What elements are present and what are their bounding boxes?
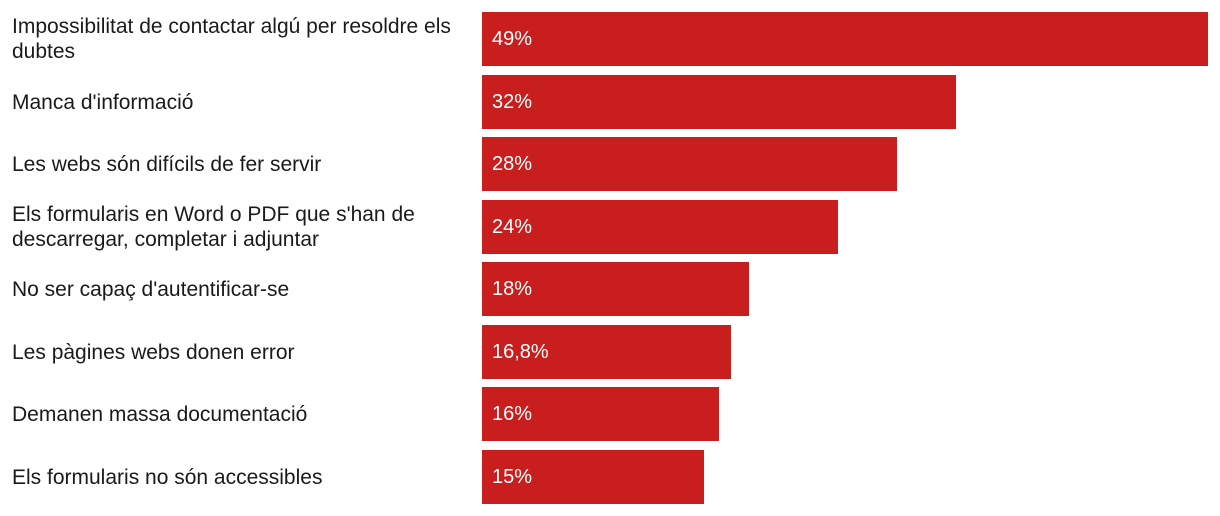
category-label: Les pàgines webs donen error <box>12 340 295 364</box>
category-label: Demanen massa documentació <box>12 402 308 426</box>
data-label: 16% <box>492 402 533 425</box>
category-label: Els formularis no són accessibles <box>12 465 323 489</box>
bar: 32% <box>482 75 956 129</box>
bar: 15% <box>482 450 704 504</box>
chart-row: Impossibilitat de contactar algú per res… <box>0 12 1220 66</box>
category-label: Els formularis en Word o PDF que s'han d… <box>12 203 415 251</box>
data-label: 16,8% <box>492 340 549 363</box>
category-label: Les webs són difícils de fer servir <box>12 152 322 176</box>
bar: 24% <box>482 200 838 254</box>
data-label: 28% <box>492 152 533 175</box>
data-label: 15% <box>492 465 533 488</box>
chart-row: Les webs són difícils de fer servir 28% <box>0 137 1220 191</box>
chart-row: Demanen massa documentació 16% <box>0 387 1220 441</box>
data-label: 18% <box>492 277 533 300</box>
bar: 16% <box>482 387 719 441</box>
bar: 28% <box>482 137 897 191</box>
data-label: 32% <box>492 90 533 113</box>
bar: 16,8% <box>482 325 731 379</box>
data-label: 49% <box>492 27 533 50</box>
chart-row: Els formularis en Word o PDF que s'han d… <box>0 200 1220 254</box>
chart-row: Les pàgines webs donen error 16,8% <box>0 325 1220 379</box>
category-label: Impossibilitat de contactar algú per res… <box>12 15 451 63</box>
category-label: No ser capaç d'autentificar-se <box>12 277 290 301</box>
bar: 18% <box>482 262 749 316</box>
chart-row: Manca d'informació 32% <box>0 75 1220 129</box>
data-label: 24% <box>492 215 533 238</box>
chart-row: Els formularis no són accessibles 15% <box>0 450 1220 504</box>
category-label: Manca d'informació <box>12 90 194 114</box>
bar: 49% <box>482 12 1208 66</box>
chart-row: No ser capaç d'autentificar-se 18% <box>0 262 1220 316</box>
